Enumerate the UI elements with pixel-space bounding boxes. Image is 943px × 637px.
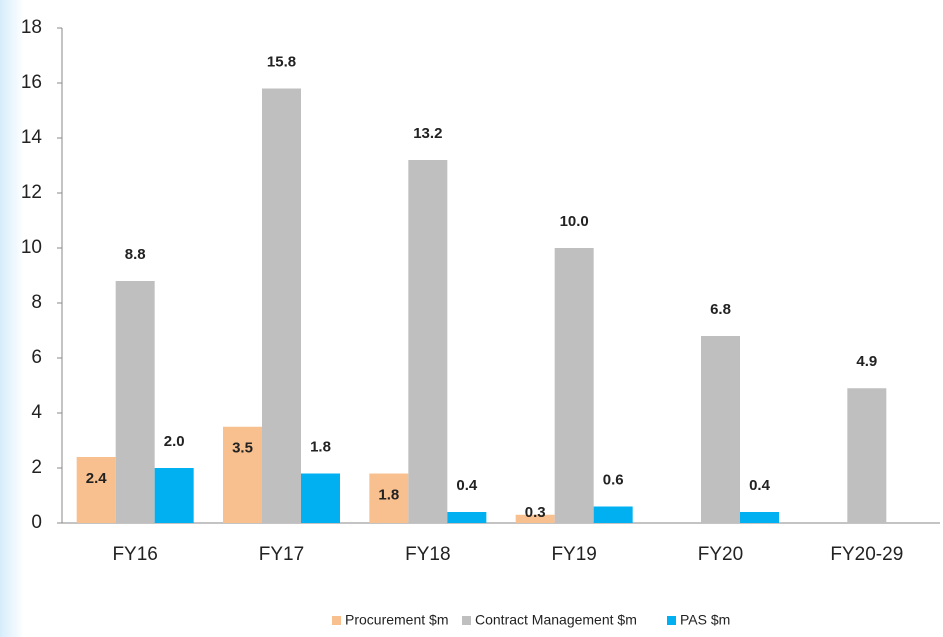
y-tick-label: 6 — [31, 347, 42, 368]
bar — [301, 473, 340, 523]
y-tick-label: 10 — [21, 237, 42, 258]
x-tick-label: FY20 — [698, 544, 743, 565]
legend-swatch — [462, 616, 471, 625]
bar — [593, 506, 633, 523]
value-label: 0.3 — [525, 504, 546, 521]
y-tick-label: 18 — [21, 17, 42, 38]
bar — [740, 512, 779, 523]
legend-swatch — [332, 616, 341, 625]
legend-label: Contract Management $m — [475, 612, 637, 628]
x-tick-label: FY19 — [551, 544, 596, 565]
y-tick-label: 0 — [31, 512, 42, 533]
bar — [223, 426, 262, 523]
value-label: 0.4 — [749, 477, 771, 494]
bar — [154, 468, 194, 523]
value-label: 0.4 — [456, 477, 478, 494]
bar — [262, 88, 301, 523]
y-tick-label: 4 — [31, 402, 42, 423]
y-tick-label: 8 — [31, 292, 42, 313]
value-label: 1.8 — [378, 486, 399, 503]
x-tick-label: FY16 — [112, 544, 157, 565]
edge-strip — [0, 0, 24, 637]
bar — [76, 457, 116, 523]
bar — [515, 514, 555, 523]
value-label: 10.0 — [560, 213, 589, 230]
value-label: 2.0 — [164, 433, 185, 450]
value-label: 8.8 — [125, 246, 146, 263]
legend-label: PAS $m — [680, 612, 730, 628]
legend-swatch — [667, 616, 676, 625]
x-tick-label: FY20-29 — [830, 544, 903, 565]
y-tick-label: 14 — [21, 127, 43, 148]
value-label: 1.8 — [310, 438, 331, 455]
bar — [447, 512, 487, 523]
y-tick-label: 16 — [21, 72, 42, 93]
value-label: 0.6 — [603, 471, 624, 488]
y-tick-label: 2 — [31, 457, 42, 478]
bar — [847, 388, 887, 523]
value-label: 2.4 — [86, 470, 108, 487]
x-tick-label: FY18 — [405, 544, 450, 565]
value-label: 6.8 — [710, 301, 731, 318]
value-label: 15.8 — [267, 53, 296, 70]
bar — [369, 473, 409, 523]
y-tick-label: 12 — [21, 182, 42, 203]
value-label: 3.5 — [232, 440, 253, 457]
bar — [554, 248, 594, 523]
bar — [408, 160, 448, 523]
x-tick-label: FY17 — [259, 544, 304, 565]
value-label: 13.2 — [413, 125, 442, 142]
value-label: 4.9 — [856, 353, 877, 370]
bar — [701, 336, 740, 523]
legend-label: Procurement $m — [345, 612, 448, 628]
bar — [115, 281, 155, 523]
